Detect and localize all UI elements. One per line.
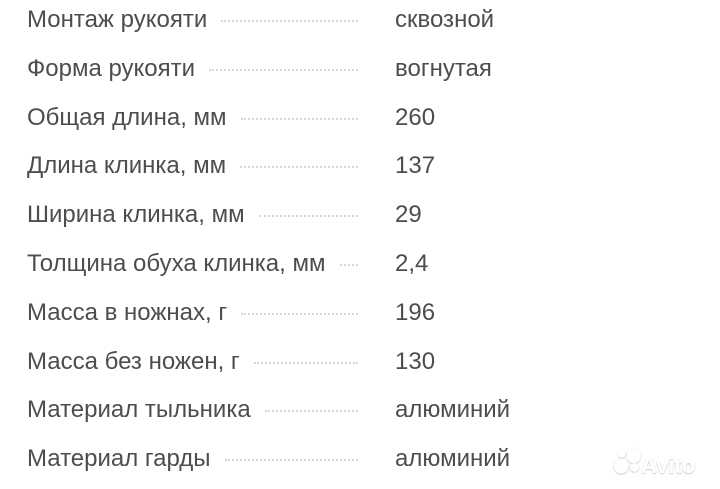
svg-text:Avito: Avito bbox=[641, 453, 695, 478]
